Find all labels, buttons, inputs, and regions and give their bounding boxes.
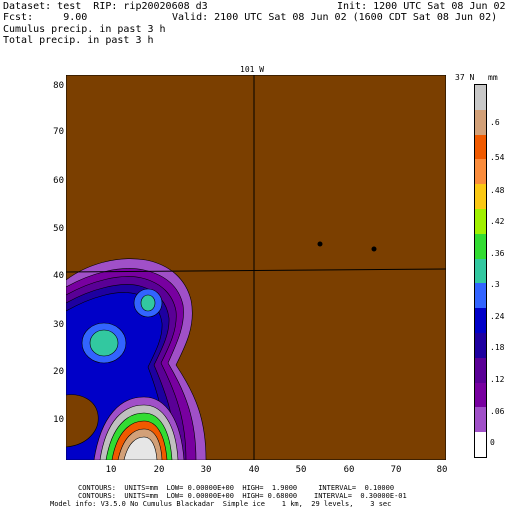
colorbar-segment [475,159,486,185]
colorbar-unit: mm [488,73,498,82]
x-tick: 40 [248,465,260,475]
colorbar-label: .24 [490,312,505,321]
colorbar-label: .48 [490,186,505,195]
x-tick: 60 [343,465,355,475]
south-cell-l6 [123,436,158,460]
forecast-hour: Fcst: 9.00 [3,12,88,23]
colorbar-label: .42 [490,217,505,226]
colorbar-segment [475,407,486,433]
colorbar-label: 0 [490,438,495,447]
colorbar-label: .36 [490,249,505,258]
colorbar [474,84,487,458]
latitude-label: 37 N [455,73,475,82]
state-border-horizontal [66,268,446,273]
field-cumulus-precip: Cumulus precip. in past 3 h [3,24,166,35]
precip-core-north-inner [140,294,156,312]
colorbar-segment [475,333,486,359]
colorbar-label: .3 [490,280,500,289]
colorbar-segment [475,85,486,111]
colorbar-label: .6 [490,118,500,127]
colorbar-segment [475,382,486,408]
colorbar-segment [475,258,486,284]
y-tick: 10 [53,415,64,425]
y-tick: 40 [53,271,64,281]
precip-core-west-inner [89,329,119,357]
x-tick: 70 [390,465,402,475]
colorbar-label: .06 [490,407,505,416]
contour-info-2: CONTOURS: UNITS=mm LOW= 0.00000E+00 HIGH… [78,492,407,500]
colorbar-label: .18 [490,343,505,352]
contour-info-1: CONTOURS: UNITS=mm LOW= 0.00000E+00 HIGH… [78,484,395,492]
x-tick: 80 [436,465,448,475]
colorbar-label: .54 [490,153,505,162]
y-tick: 60 [53,176,64,186]
city-marker [371,246,377,252]
y-tick: 50 [53,224,64,234]
y-tick: 30 [53,320,64,330]
colorbar-segment [475,209,486,235]
dataset-info: Dataset: test RIP: rip20020608 d3 [3,1,208,12]
x-tick: 30 [200,465,212,475]
colorbar-segment [475,283,486,309]
valid-time: Valid: 2100 UTC Sat 08 Jun 02 (1600 CDT … [172,12,498,23]
longitude-label: 101 W [240,65,265,74]
colorbar-segment [475,308,486,334]
field-total-precip: Total precip. in past 3 h [3,35,154,46]
colorbar-label: .12 [490,375,505,384]
x-tick: 20 [153,465,165,475]
colorbar-segment [475,184,486,210]
precipitation-map [66,75,446,460]
init-time: Init: 1200 UTC Sat 08 Jun 02 [337,1,506,12]
x-tick: 50 [295,465,307,475]
colorbar-segment [475,233,486,260]
y-tick: 20 [53,367,64,377]
y-tick: 70 [53,127,64,137]
colorbar-segment [475,134,486,160]
colorbar-segment [475,432,486,458]
colorbar-segment [475,357,486,384]
colorbar-segment [475,109,486,136]
x-tick: 10 [105,465,117,475]
y-tick: 80 [53,81,64,91]
city-marker [317,241,323,247]
model-info: Model info: V3.5.0 No Cumulus Blackadar … [50,500,392,508]
dry-pocket [66,394,99,448]
